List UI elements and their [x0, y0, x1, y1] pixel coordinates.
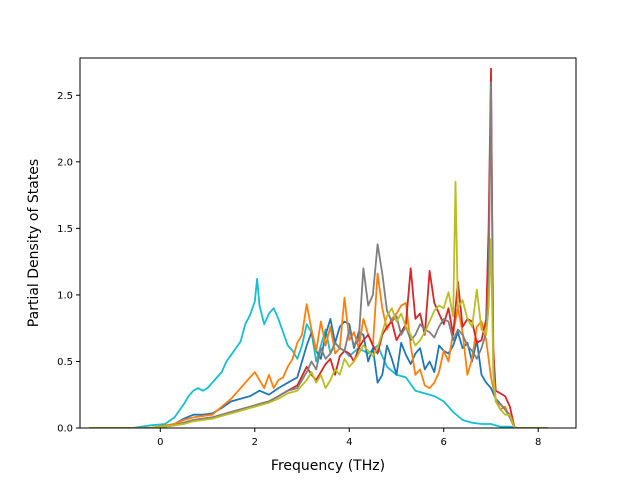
x-tick-label: 2: [252, 437, 258, 448]
x-tick-label: 0: [157, 437, 163, 448]
y-tick-label: 0.5: [57, 357, 73, 368]
y-axis-ticks: 0.0 0.5 1.0 1.5 2.0 2.5: [57, 91, 80, 435]
plot-frame: [79, 57, 577, 429]
series-layer: [89, 67, 548, 428]
y-tick-label: 2.0: [57, 157, 73, 168]
x-tick-label: 4: [346, 437, 352, 448]
x-axis-ticks: 0 2 4 6 8: [157, 428, 541, 448]
series-line-5: [89, 81, 548, 428]
x-tick-label: 6: [441, 437, 447, 448]
y-axis-label: Partial Density of States: [26, 159, 42, 327]
y-tick-label: 2.5: [57, 91, 73, 102]
series-line-3: [89, 272, 548, 428]
y-tick-label: 1.5: [57, 224, 73, 235]
y-tick-label: 1.0: [57, 290, 73, 301]
y-tick-label: 0.0: [57, 424, 73, 435]
series-line-1: [89, 278, 548, 428]
x-axis-label: Frequency (THz): [271, 458, 385, 474]
x-tick-label: 8: [535, 437, 541, 448]
series-line-6: [89, 180, 548, 428]
